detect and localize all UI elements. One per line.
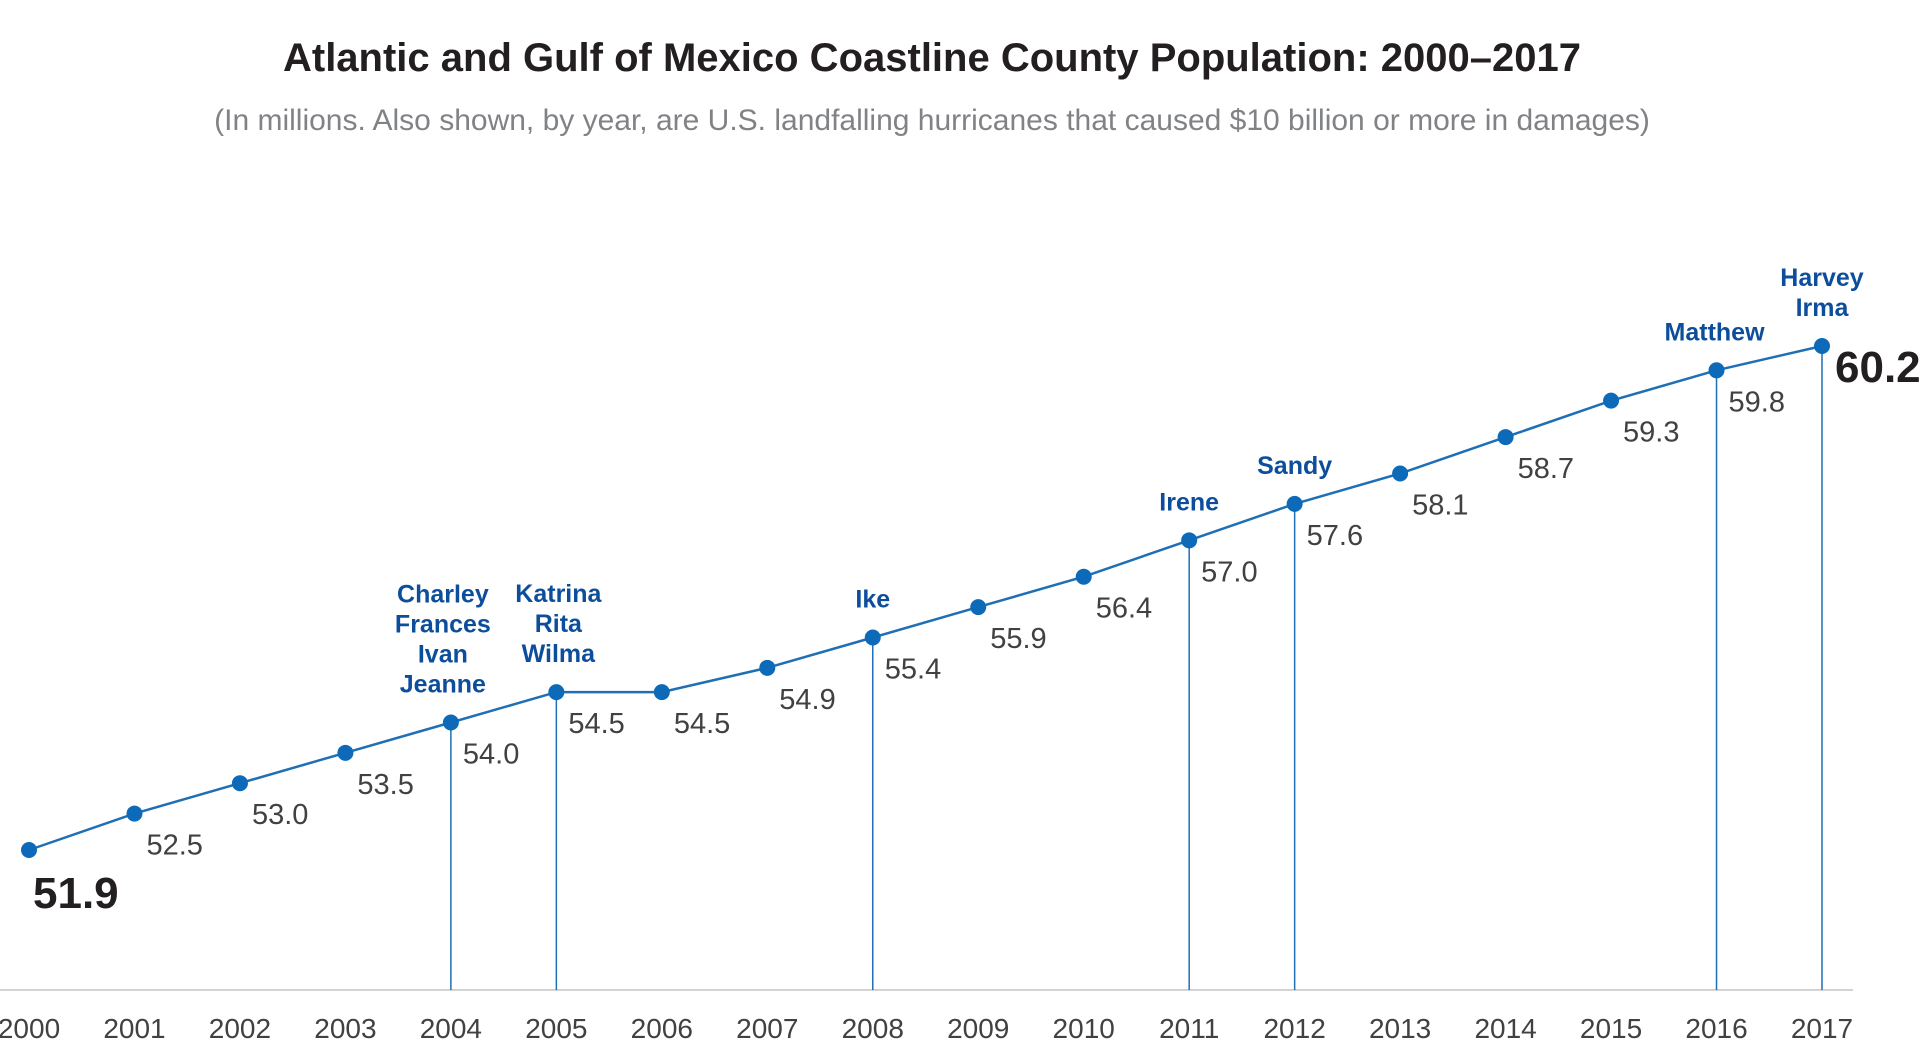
value-label-2013: 58.1 (1412, 490, 1468, 522)
x-tick-2009: 2009 (947, 1013, 1009, 1042)
x-tick-2016: 2016 (1685, 1013, 1747, 1042)
x-tick-2002: 2002 (209, 1013, 271, 1042)
hurricane-label-ivan: Ivan (418, 640, 468, 668)
x-tick-2000: 2000 (0, 1013, 60, 1042)
x-tick-2015: 2015 (1580, 1013, 1642, 1042)
value-label-2006: 54.5 (674, 708, 730, 740)
population-series (21, 338, 1830, 858)
x-tick-2013: 2013 (1369, 1013, 1431, 1042)
x-tick-2005: 2005 (525, 1013, 587, 1042)
value-label-2000: 51.9 (33, 869, 119, 918)
series-line (28, 344, 1823, 852)
x-tick-2001: 2001 (103, 1013, 165, 1042)
x-tick-2006: 2006 (631, 1013, 693, 1042)
data-point-2008 (864, 629, 881, 646)
data-point-2013 (1392, 465, 1409, 482)
x-tick-2011: 2011 (1159, 1013, 1219, 1042)
value-label-2012: 57.6 (1307, 520, 1363, 552)
data-point-2014 (1497, 429, 1514, 446)
value-label-2014: 58.7 (1518, 453, 1574, 485)
data-point-2002 (231, 775, 248, 792)
value-label-2015: 59.3 (1623, 417, 1679, 449)
data-point-2010 (1075, 568, 1092, 585)
x-tick-2004: 2004 (420, 1013, 482, 1042)
hurricane-label-wilma: Wilma (522, 640, 596, 668)
data-point-2017 (1814, 338, 1830, 354)
data-point-2004 (442, 714, 459, 731)
hurricane-droplines (450, 346, 1823, 990)
hurricane-label-jeanne: Jeanne (400, 670, 486, 698)
x-tick-2003: 2003 (314, 1013, 376, 1042)
value-label-2001: 52.5 (146, 830, 202, 862)
data-point-2011 (1181, 532, 1198, 549)
value-label-2010: 56.4 (1096, 593, 1152, 625)
x-tick-labels: 2000 2001 2002 2003 2004 2005 2006 2007 2008 2009… (0, 1013, 1853, 1042)
data-point-2015 (1603, 392, 1620, 409)
hurricane-label-irene: Irene (1159, 488, 1219, 516)
data-point-2003 (337, 744, 354, 761)
x-tick-2007: 2007 (736, 1013, 798, 1042)
hurricane-label-ike: Ike (855, 585, 890, 613)
hurricane-label-charley: Charley (397, 580, 489, 608)
data-point-2009 (970, 599, 987, 616)
value-label-2016: 59.8 (1729, 386, 1785, 418)
x-tick-2012: 2012 (1263, 1013, 1325, 1042)
data-point-2000 (21, 842, 37, 858)
x-tick-2014: 2014 (1474, 1013, 1536, 1042)
hurricane-label-sandy: Sandy (1257, 452, 1332, 480)
x-tick-2008: 2008 (842, 1013, 904, 1042)
value-label-2008: 55.4 (885, 653, 941, 685)
x-tick-2017: 2017 (1791, 1013, 1853, 1042)
value-label-2009: 55.9 (990, 623, 1046, 655)
hurricane-label-harvey: Harvey (1780, 264, 1863, 292)
hurricane-label-katrina: Katrina (515, 580, 602, 608)
data-point-2006 (653, 684, 670, 701)
value-label-2002: 53.0 (252, 799, 308, 831)
value-labels: 51.9 52.5 53.0 53.5 54.0 54.5 54.5 54.9 55.4 55.9… (33, 343, 1921, 918)
value-label-2011: 57.0 (1201, 556, 1257, 588)
data-point-2012 (1286, 495, 1303, 512)
data-point-2007 (759, 659, 776, 676)
hurricane-label-frances: Frances (395, 610, 491, 638)
hurricane-label-irma: Irma (1796, 294, 1850, 322)
hurricane-label-matthew: Matthew (1665, 318, 1766, 346)
data-point-2016 (1708, 362, 1725, 379)
hurricane-label-rita: Rita (535, 610, 583, 638)
value-label-2007: 54.9 (779, 684, 835, 716)
x-tick-2010: 2010 (1053, 1013, 1115, 1042)
value-label-2017: 60.2 (1835, 343, 1921, 392)
value-label-2003: 53.5 (357, 769, 413, 801)
value-label-2004: 54.0 (463, 738, 519, 770)
chart-subtitle: (In millions. Also shown, by year, are U… (214, 104, 1650, 137)
chart-title: Atlantic and Gulf of Mexico Coastline Co… (282, 36, 1581, 80)
data-point-2005 (548, 684, 565, 701)
value-label-2005: 54.5 (568, 708, 624, 740)
data-point-2001 (126, 805, 143, 822)
